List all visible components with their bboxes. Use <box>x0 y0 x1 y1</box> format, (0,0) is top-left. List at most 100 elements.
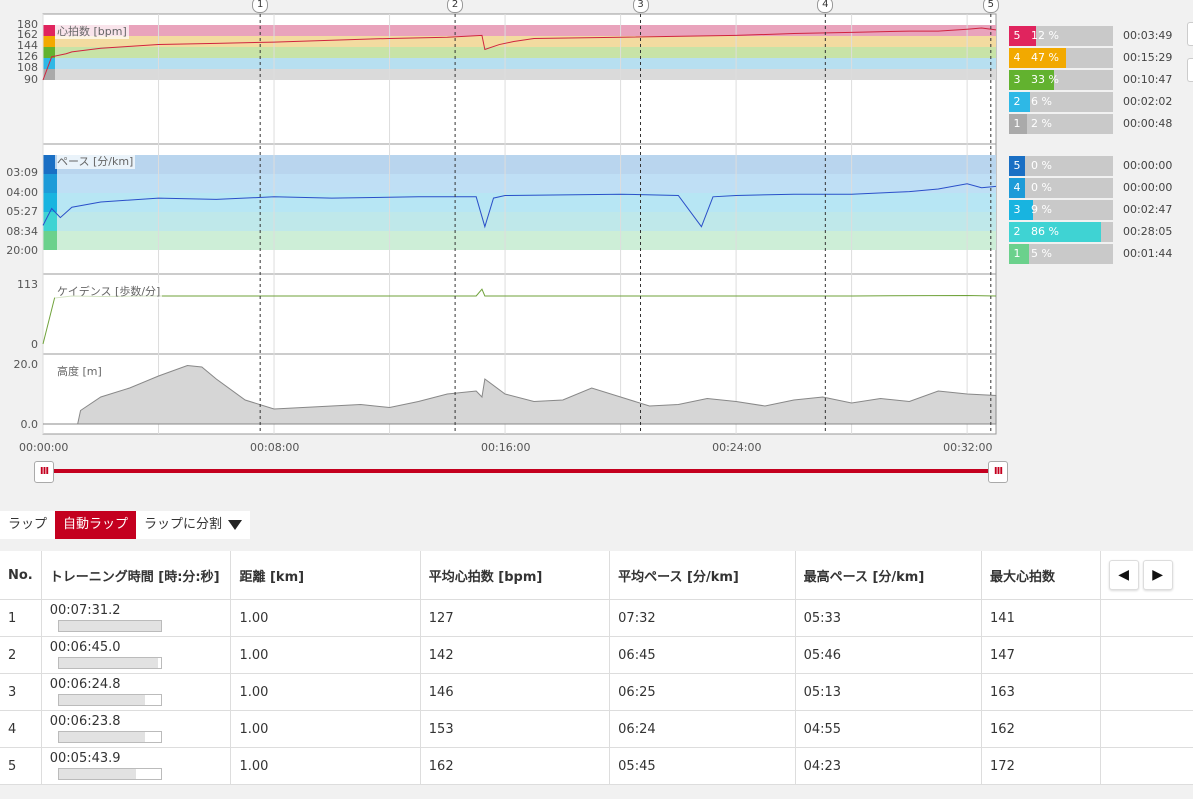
pace-zone-marker <box>43 155 57 174</box>
table-row[interactable]: 1 00:07:31.2 1.00 127 07:32 05:33 141 <box>0 599 1193 637</box>
lap-marker-1[interactable]: 1 <box>252 0 269 13</box>
side-tab-bottom[interactable] <box>1187 58 1193 82</box>
col-avg-pace[interactable]: 平均ペース [分/km] <box>609 551 796 600</box>
cell-distance: 1.00 <box>230 636 421 674</box>
zone-fill-bar <box>1009 48 1067 68</box>
pace-zone-4: 4 0 % <box>1009 178 1113 198</box>
time-progress-bar <box>57 767 162 780</box>
pace-zone-band <box>43 193 996 212</box>
cell-avg-pace: 06:24 <box>609 710 796 748</box>
hr-zone-marker <box>43 25 55 36</box>
pace-zone-marker <box>43 231 57 250</box>
next-column-button[interactable]: ▶ <box>1142 560 1173 590</box>
time-progress-fill <box>58 657 158 668</box>
pace-zone-band <box>43 212 996 231</box>
pace-zone-band <box>43 231 996 250</box>
zone-time: 00:10:47 <box>1123 73 1173 86</box>
col-no[interactable]: No. <box>0 551 42 600</box>
lap-marker-3[interactable]: 3 <box>632 0 649 13</box>
cell-empty <box>1100 636 1193 674</box>
col-avg-hr[interactable]: 平均心拍数 [bpm] <box>420 551 611 600</box>
col-time[interactable]: トレーニング時間 [時:分:秒] <box>41 551 232 600</box>
cell-avg-hr: 142 <box>420 636 611 674</box>
cell-max-hr: 162 <box>981 710 1101 748</box>
pace-zone-band <box>43 155 996 174</box>
cadence-y-tick: 0 <box>31 338 38 351</box>
lap-table: No. トレーニング時間 [時:分:秒] 距離 [km] 平均心拍数 [bpm]… <box>0 551 1193 785</box>
table-row[interactable]: 4 00:06:23.8 1.00 153 06:24 04:55 162 <box>0 710 1193 748</box>
cell-empty <box>1100 673 1193 711</box>
cell-no: 1 <box>0 599 42 637</box>
cell-no: 2 <box>0 636 42 674</box>
zone-time: 00:15:29 <box>1123 51 1173 64</box>
cell-no: 4 <box>0 710 42 748</box>
zone-number: 3 <box>1013 73 1021 86</box>
pace-zone-1: 1 5 % <box>1009 244 1113 264</box>
table-row[interactable]: 5 00:05:43.9 1.00 162 05:45 04:23 172 <box>0 747 1193 785</box>
pace-zone-marker <box>43 174 57 193</box>
altitude-y-tick: 0.0 <box>20 418 39 431</box>
cell-avg-hr: 162 <box>420 747 611 785</box>
x-tick: 00:00:00 <box>19 441 69 454</box>
lap-marker-5[interactable]: 5 <box>982 0 999 13</box>
cell-time: 00:06:24.8 <box>41 673 232 711</box>
cell-max-hr: 172 <box>981 747 1101 785</box>
tab-split-lap[interactable]: ラップに分割 <box>136 511 251 539</box>
cell-max-pace: 05:13 <box>795 673 983 711</box>
prev-column-button[interactable]: ◀ <box>1108 560 1139 590</box>
col-max-pace[interactable]: 最高ペース [分/km] <box>795 551 983 600</box>
lap-marker-2[interactable]: 2 <box>447 0 464 13</box>
table-row[interactable]: 2 00:06:45.0 1.00 142 06:45 05:46 147 <box>0 636 1193 674</box>
time-progress-fill <box>58 620 161 631</box>
pace-title: ペース [分/km] <box>55 153 136 169</box>
cell-avg-pace: 06:25 <box>609 673 796 711</box>
hr-zone-4: 4 47 % <box>1009 48 1113 68</box>
zone-fill-bar <box>1009 70 1055 90</box>
zone-number: 1 <box>1013 117 1021 130</box>
zone-percent: 2 % <box>1031 117 1052 130</box>
side-tab-top[interactable] <box>1187 22 1193 46</box>
table-row[interactable]: 3 00:06:24.8 1.00 146 06:25 05:13 163 <box>0 673 1193 711</box>
cell-avg-pace: 05:45 <box>609 747 796 785</box>
lap-marker-4[interactable]: 4 <box>817 0 834 13</box>
cell-distance: 1.00 <box>230 673 421 711</box>
cell-max-pace: 04:55 <box>795 710 983 748</box>
cell-avg-hr: 153 <box>420 710 611 748</box>
hr-zone-band <box>43 69 996 80</box>
zone-time: 00:02:47 <box>1123 203 1173 216</box>
time-progress-bar <box>57 730 162 743</box>
zone-percent: 86 % <box>1031 225 1059 238</box>
zone-fill-bar <box>1009 222 1101 242</box>
pace-y-tick: 20:00 <box>6 244 38 257</box>
pace-zone-marker <box>43 193 57 212</box>
hr-y-tick: 108 <box>17 61 38 74</box>
pace-zone-2: 2 86 % <box>1009 222 1113 242</box>
hr-y-tick: 180 <box>17 18 38 31</box>
zone-percent: 47 % <box>1031 51 1059 64</box>
zone-number: 3 <box>1013 203 1021 216</box>
cell-no: 5 <box>0 747 42 785</box>
hr-y-tick: 162 <box>17 28 38 41</box>
col-max-hr[interactable]: 最大心拍数 <box>981 551 1101 600</box>
cell-avg-pace: 07:32 <box>609 599 796 637</box>
hr-zone-5: 5 12 % <box>1009 26 1113 46</box>
cadence-title: ケイデンス [歩数/分] <box>55 283 163 299</box>
zone-fill-bar <box>1009 92 1031 112</box>
range-slider-right-handle[interactable]: III <box>988 461 1008 483</box>
zone-fill-bar <box>1009 26 1036 46</box>
cell-max-hr: 147 <box>981 636 1101 674</box>
tab-auto-lap[interactable]: 自動ラップ <box>55 511 137 539</box>
cell-avg-hr: 127 <box>420 599 611 637</box>
zone-fill-bar <box>1009 200 1033 220</box>
x-tick: 00:32:00 <box>943 441 993 454</box>
lap-tabs: ラップ 自動ラップ ラップに分割 <box>0 511 251 539</box>
time-progress-fill <box>58 731 146 742</box>
zone-number: 5 <box>1013 159 1021 172</box>
range-slider-track[interactable] <box>43 469 998 473</box>
zone-number: 1 <box>1013 247 1021 260</box>
tab-lap[interactable]: ラップ <box>0 511 56 539</box>
cell-distance: 1.00 <box>230 599 421 637</box>
cell-max-pace: 04:23 <box>795 747 983 785</box>
range-slider-left-handle[interactable]: III <box>34 461 54 483</box>
col-distance[interactable]: 距離 [km] <box>230 551 421 600</box>
